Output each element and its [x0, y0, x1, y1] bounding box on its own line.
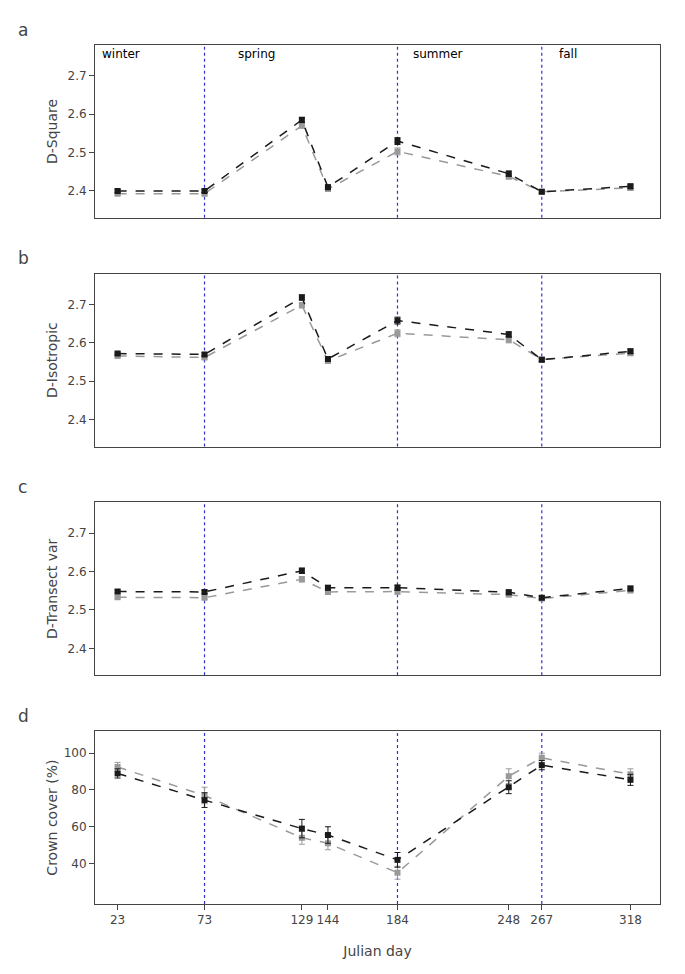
svg-text:318: 318	[619, 913, 642, 927]
svg-text:184: 184	[386, 913, 409, 927]
svg-text:D-Isotropic: D-Isotropic	[44, 322, 60, 398]
svg-text:spring: spring	[238, 47, 275, 61]
svg-text:c: c	[18, 477, 27, 497]
svg-text:2.4: 2.4	[68, 184, 87, 198]
svg-text:d: d	[18, 706, 29, 726]
svg-text:40: 40	[71, 857, 86, 871]
svg-text:2.6: 2.6	[68, 107, 87, 121]
svg-text:144: 144	[316, 913, 339, 927]
svg-text:2.7: 2.7	[68, 526, 87, 540]
svg-text:129: 129	[290, 913, 313, 927]
svg-text:summer: summer	[413, 47, 463, 61]
svg-text:2.5: 2.5	[68, 374, 87, 388]
svg-text:73: 73	[197, 913, 212, 927]
svg-text:23: 23	[110, 913, 125, 927]
svg-text:2.7: 2.7	[68, 69, 87, 83]
svg-text:2.6: 2.6	[68, 336, 87, 350]
svg-text:60: 60	[71, 820, 86, 834]
svg-text:2.7: 2.7	[68, 298, 87, 312]
svg-text:2.5: 2.5	[68, 603, 87, 617]
svg-text:267: 267	[530, 913, 553, 927]
svg-text:winter: winter	[102, 47, 140, 61]
svg-text:80: 80	[71, 783, 86, 797]
svg-text:2.6: 2.6	[68, 565, 87, 579]
svg-text:2.5: 2.5	[68, 146, 87, 160]
svg-text:Julian day: Julian day	[342, 943, 411, 959]
svg-text:fall: fall	[559, 47, 577, 61]
svg-text:b: b	[18, 248, 29, 268]
svg-text:2.4: 2.4	[68, 642, 87, 656]
svg-text:D-Transect var: D-Transect var	[44, 538, 60, 639]
svg-text:248: 248	[497, 913, 520, 927]
svg-text:100: 100	[64, 746, 87, 760]
svg-text:D-Square: D-Square	[44, 99, 60, 164]
svg-text:Crown cover (%): Crown cover (%)	[44, 759, 60, 875]
svg-text:2.4: 2.4	[68, 413, 87, 427]
svg-text:a: a	[18, 20, 28, 40]
